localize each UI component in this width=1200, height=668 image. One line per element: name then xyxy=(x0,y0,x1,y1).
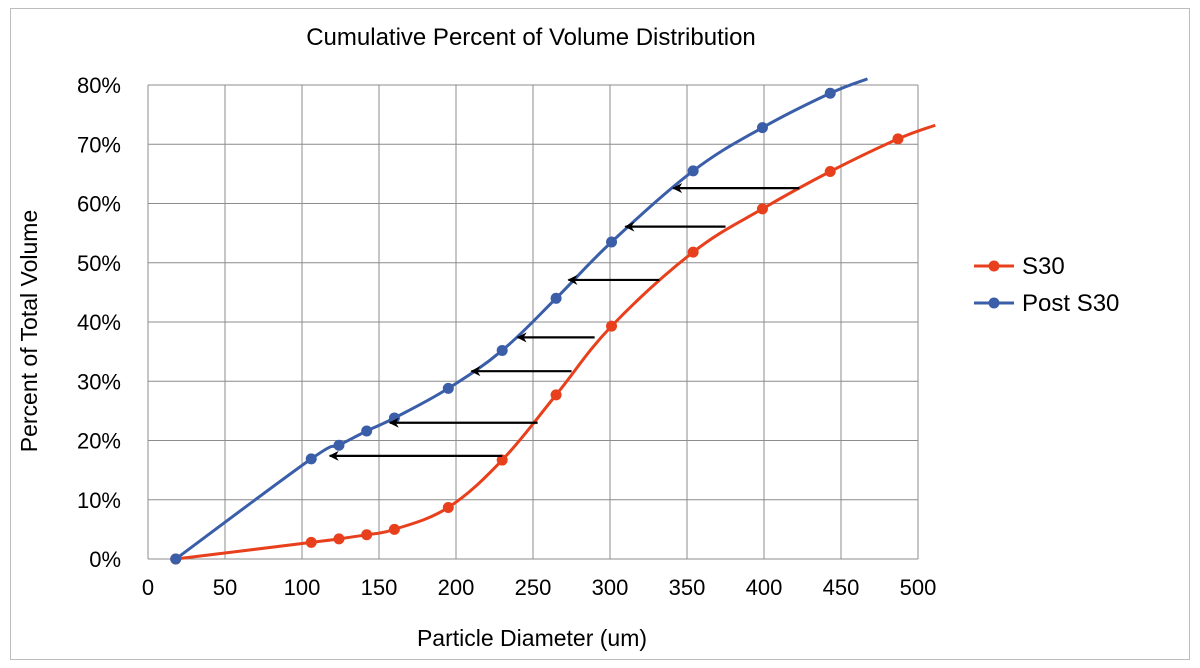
x-tick-label: 50 xyxy=(213,575,237,600)
chart-title: Cumulative Percent of Volume Distributio… xyxy=(306,24,756,51)
annotation-arrows xyxy=(328,183,800,461)
data-point-s30 xyxy=(361,529,373,541)
x-axis-label: Particle Diameter (um) xyxy=(417,625,647,651)
x-tick-label: 200 xyxy=(438,575,475,600)
y-axis-label: Percent of Total Volume xyxy=(16,210,42,453)
x-tick-label: 350 xyxy=(669,575,706,600)
data-point-post-s30 xyxy=(333,439,345,451)
data-point-s30 xyxy=(388,523,400,535)
legend-swatch-marker xyxy=(988,297,1000,309)
data-point-s30 xyxy=(442,501,454,513)
x-tick-label: 250 xyxy=(515,575,552,600)
legend-label: Post S30 xyxy=(1022,290,1119,317)
series-line-s30 xyxy=(175,123,936,561)
x-tick-labels: 0 50 100 150 200 250 300 350 400 450 500 xyxy=(142,575,936,600)
data-point-post-s30 xyxy=(687,165,699,177)
data-point-s30 xyxy=(892,133,904,145)
legend-label: S30 xyxy=(1022,253,1065,280)
y-tick-label: 40% xyxy=(77,310,121,335)
x-tick-label: 500 xyxy=(900,575,937,600)
y-tick-label: 50% xyxy=(77,251,121,276)
y-tick-label: 20% xyxy=(77,429,121,454)
data-point-s30 xyxy=(333,533,345,545)
data-point-s30 xyxy=(756,203,768,215)
line-chart: Cumulative Percent of Volume Distributio… xyxy=(16,24,1119,651)
y-tick-label: 80% xyxy=(77,73,121,98)
data-point-s30 xyxy=(305,536,317,548)
data-point-post-s30 xyxy=(824,87,836,99)
y-tick-label: 70% xyxy=(77,132,121,157)
chart-frame: Cumulative Percent of Volume Distributio… xyxy=(10,8,1190,660)
data-point-post-s30 xyxy=(361,425,373,437)
series-layer xyxy=(170,77,936,565)
data-point-post-s30 xyxy=(550,292,562,304)
data-point-post-s30 xyxy=(606,236,618,248)
y-tick-label: 10% xyxy=(77,488,121,513)
data-point-post-s30 xyxy=(305,453,317,465)
data-point-post-s30 xyxy=(496,344,508,356)
data-point-s30 xyxy=(824,166,836,178)
y-tick-labels: 0% 10% 20% 30% 40% 50% 60% 70% 80% xyxy=(77,73,121,572)
data-point-post-s30 xyxy=(170,553,182,565)
data-point-s30 xyxy=(606,320,618,332)
x-tick-label: 450 xyxy=(823,575,860,600)
data-point-s30 xyxy=(496,454,508,466)
x-tick-label: 150 xyxy=(361,575,398,600)
data-point-post-s30 xyxy=(442,382,454,394)
y-tick-label: 60% xyxy=(77,192,121,217)
y-tick-label: 30% xyxy=(77,369,121,394)
x-tick-label: 0 xyxy=(142,575,154,600)
x-tick-label: 400 xyxy=(746,575,783,600)
legend-swatch-marker xyxy=(988,260,1000,272)
x-tick-label: 100 xyxy=(284,575,321,600)
legend: S30 Post S30 xyxy=(974,253,1119,317)
data-point-post-s30 xyxy=(756,122,768,134)
x-tick-label: 300 xyxy=(592,575,629,600)
y-tick-label: 0% xyxy=(89,547,121,572)
data-point-s30 xyxy=(687,246,699,258)
grid-layer xyxy=(147,84,919,560)
data-point-s30 xyxy=(550,389,562,401)
